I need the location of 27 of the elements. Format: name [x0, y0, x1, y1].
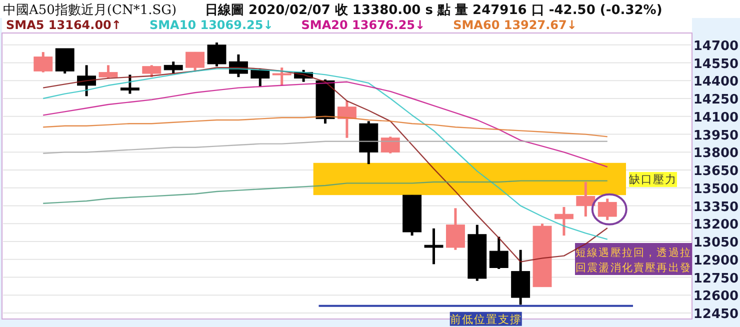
- y-tick-label: 14250: [693, 92, 739, 108]
- y-tick-label: 12900: [693, 253, 739, 268]
- y-tick-label: 13050: [693, 236, 739, 251]
- band-label: 缺口壓力: [629, 172, 677, 186]
- annotation: 短線遇壓拉回，透過拉回震盪消化賣壓再出發: [576, 246, 692, 274]
- text: SMA20 13676.25↓: [301, 18, 426, 32]
- text: SMA60 13927.67↓: [453, 18, 577, 32]
- y-tick-label: 12750: [693, 271, 739, 286]
- y-tick-label: 14100: [693, 110, 739, 126]
- line-series: [42, 180, 608, 204]
- y-tick-label: 14400: [693, 74, 739, 90]
- y-tick-label: 13800: [693, 146, 739, 162]
- y-tick-label: 12450: [693, 307, 739, 322]
- line-series: [42, 81, 608, 168]
- chart-title: 中國A50指數近月(CN*1.SG): [3, 3, 177, 18]
- y-tick-label: 13650: [693, 164, 739, 180]
- y-tick-label: 13350: [693, 200, 739, 215]
- y-tick-label: 14700: [693, 38, 739, 54]
- text: SMA5 13164.00↑: [6, 18, 122, 32]
- y-tick-label: 13500: [693, 182, 739, 197]
- text: SMA10 13069.25↓: [149, 18, 274, 32]
- y-tick-label: 13950: [693, 128, 739, 144]
- ref-line-label: 前低位置支撐: [450, 312, 522, 326]
- y-tick-label: 12600: [693, 289, 739, 304]
- chart-subtitle: 日線圖 2020/02/07 收 13380.00 s 點 量 247916 口 -42.50 (-0.32%): [205, 3, 662, 18]
- y-tick-label: 14550: [693, 56, 739, 72]
- y-tick-label: 13200: [693, 218, 739, 233]
